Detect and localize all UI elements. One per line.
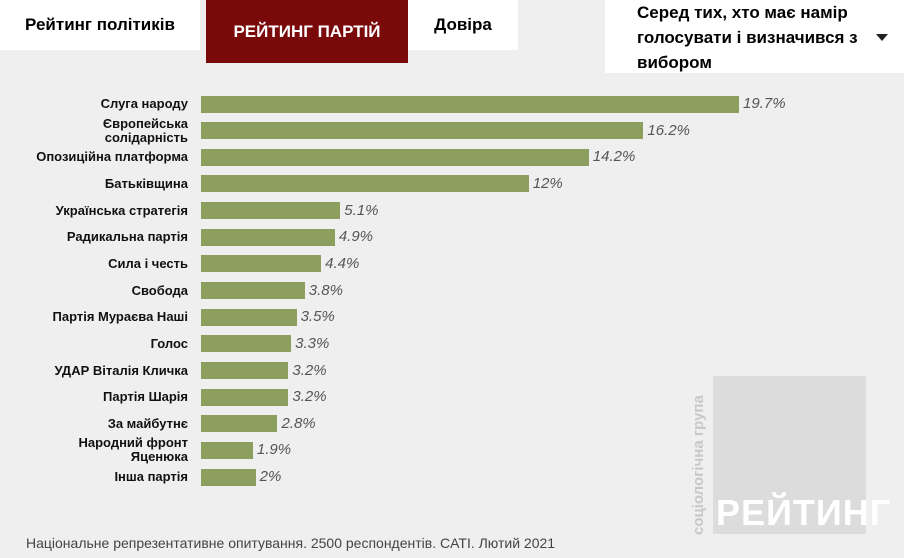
category-label: Партія Мураєва Наші [52, 309, 188, 325]
value-label: 3.5% [300, 308, 335, 326]
watermark-subtitle: соціологічна група [690, 395, 707, 535]
dropdown[interactable]: Серед тих, хто має намір голосувати і ви… [605, 0, 904, 73]
watermark-brand: РЕЙТИНГ [716, 492, 892, 533]
value-label: 3.3% [295, 334, 330, 352]
bar [201, 202, 341, 220]
category-label: Батьківщина [104, 175, 188, 191]
bar [201, 415, 278, 433]
bar [201, 468, 256, 486]
dropdown-arrow [876, 34, 888, 41]
category-label: Опозиційна платформа [36, 149, 188, 165]
category-label: Партія Шарія [103, 389, 188, 405]
value-label: 1.9% [256, 441, 292, 459]
bar [201, 175, 529, 193]
dropdown-text: Серед тих, хто має намір голосувати і ви… [637, 3, 858, 72]
category-label: Сила і честь [108, 255, 188, 271]
tab[interactable]: Довіра [408, 0, 518, 50]
category-label: Голос [150, 335, 188, 351]
value-label: 19.7% [743, 95, 786, 112]
bar [201, 228, 335, 246]
value-label: 2.8% [281, 414, 316, 432]
category-label: Слуга народу [100, 96, 188, 111]
tab[interactable]: Рейтинг політиків [0, 0, 200, 50]
bar [201, 308, 297, 326]
bar [201, 282, 305, 300]
watermark-box [713, 376, 866, 534]
value-label: 14.2% [592, 148, 636, 166]
value-label: 4.4% [325, 254, 360, 272]
category-label: За майбутнє [107, 415, 188, 431]
bar [201, 335, 292, 353]
value-label: 5.1% [344, 201, 379, 219]
value-label: 3.2% [292, 388, 327, 406]
bar [201, 441, 253, 459]
category-label: Українська стратегія [55, 202, 188, 218]
bar [201, 255, 322, 273]
value-label: 3.2% [292, 361, 327, 379]
category-label: Радикальна партія [66, 229, 188, 245]
category-label: Європейська солідарність [102, 115, 188, 145]
footnote: Національне репрезентативне опитування. … [26, 535, 556, 551]
value-label: 12% [532, 174, 563, 192]
category-label: Народний фронт Яценюка [78, 435, 188, 465]
category-label: Інша партія [114, 469, 188, 485]
bar [201, 362, 289, 379]
bar [201, 95, 739, 113]
tab-active[interactable]: РЕЙТИНГ ПАРТІЙ [206, 0, 408, 63]
value-label: 16.2% [647, 121, 690, 139]
category-label: УДАР Віталія Кличка [54, 362, 189, 378]
value-label: 3.8% [308, 281, 343, 299]
value-label: 2% [259, 468, 282, 486]
bar [201, 122, 644, 140]
category-label: Свобода [131, 282, 188, 298]
bar [201, 388, 289, 406]
value-label: 4.9% [338, 228, 374, 246]
bar [201, 148, 589, 166]
